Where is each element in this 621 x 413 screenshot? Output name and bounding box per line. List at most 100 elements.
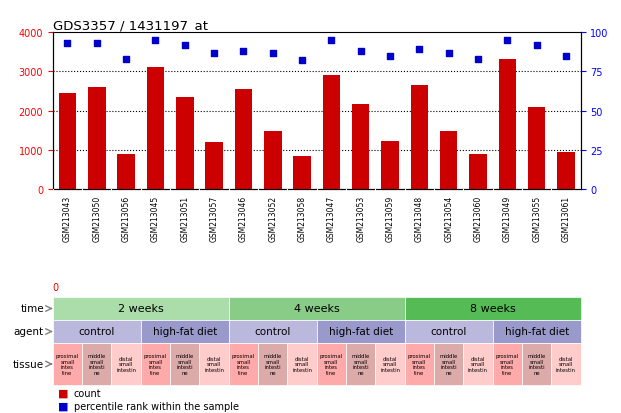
Text: GSM213060: GSM213060 — [473, 195, 483, 241]
Bar — [405, 343, 434, 385]
Bar — [317, 320, 405, 343]
Text: control: control — [79, 327, 115, 337]
Bar — [199, 343, 229, 385]
Text: high-fat diet: high-fat diet — [153, 327, 217, 337]
Text: proximal
small
intes
tine: proximal small intes tine — [408, 353, 431, 375]
Text: GSM213048: GSM213048 — [415, 195, 424, 241]
Bar — [288, 343, 317, 385]
Bar — [53, 343, 82, 385]
Bar — [111, 343, 141, 385]
Point — [502, 38, 512, 44]
Bar — [147, 68, 164, 190]
Text: distal
small
intestin: distal small intestin — [292, 356, 312, 373]
Bar — [557, 152, 575, 190]
Bar — [206, 142, 223, 190]
Bar — [375, 343, 405, 385]
Point — [238, 48, 248, 55]
Bar — [293, 156, 311, 190]
Bar — [522, 343, 551, 385]
Point — [92, 41, 102, 47]
Text: GSM213054: GSM213054 — [444, 195, 453, 241]
Text: proximal
small
intes
tine: proximal small intes tine — [144, 353, 167, 375]
Point — [473, 56, 483, 63]
Bar — [322, 76, 340, 190]
Bar — [229, 343, 258, 385]
Point — [209, 50, 219, 57]
Point — [532, 42, 542, 49]
Text: percentile rank within the sample: percentile rank within the sample — [74, 401, 239, 411]
Text: 0: 0 — [53, 282, 59, 292]
Text: proximal
small
intes
tine: proximal small intes tine — [320, 353, 343, 375]
Text: GSM213043: GSM213043 — [63, 195, 72, 241]
Bar — [141, 343, 170, 385]
Text: GSM213059: GSM213059 — [386, 195, 394, 241]
Bar — [434, 343, 463, 385]
Text: time: time — [20, 304, 44, 314]
Bar — [469, 154, 487, 190]
Bar — [440, 132, 458, 190]
Text: tissue: tissue — [13, 359, 44, 369]
Text: high-fat diet: high-fat diet — [329, 327, 393, 337]
Text: ■: ■ — [58, 401, 68, 411]
Point — [356, 48, 366, 55]
Text: ■: ■ — [58, 388, 68, 398]
Text: middle
small
intesti
ne: middle small intesti ne — [440, 353, 458, 375]
Text: distal
small
intestin: distal small intestin — [116, 356, 136, 373]
Point — [63, 41, 73, 47]
Text: 8 weeks: 8 weeks — [469, 304, 515, 314]
Text: GSM213050: GSM213050 — [93, 195, 101, 241]
Text: GSM213057: GSM213057 — [209, 195, 219, 241]
Text: high-fat diet: high-fat diet — [504, 327, 569, 337]
Text: GSM213055: GSM213055 — [532, 195, 541, 241]
Bar — [176, 97, 194, 190]
Bar — [463, 343, 492, 385]
Point — [297, 58, 307, 64]
Bar — [141, 320, 229, 343]
Text: proximal
small
intes
tine: proximal small intes tine — [232, 353, 255, 375]
Text: GSM213056: GSM213056 — [122, 195, 130, 241]
Text: control: control — [430, 327, 467, 337]
Bar — [405, 297, 581, 320]
Text: 2 weeks: 2 weeks — [118, 304, 164, 314]
Bar — [528, 108, 545, 190]
Text: middle
small
intesti
ne: middle small intesti ne — [351, 353, 370, 375]
Text: count: count — [74, 388, 101, 398]
Bar — [53, 297, 229, 320]
Bar — [53, 320, 141, 343]
Point — [121, 56, 131, 63]
Text: distal
small
intestin: distal small intestin — [556, 356, 576, 373]
Bar — [264, 132, 281, 190]
Bar — [381, 142, 399, 190]
Bar — [499, 59, 516, 190]
Point — [561, 53, 571, 60]
Point — [327, 38, 337, 44]
Text: distal
small
intestin: distal small intestin — [204, 356, 224, 373]
Bar — [346, 343, 375, 385]
Text: GSM213061: GSM213061 — [561, 195, 571, 241]
Text: GSM213052: GSM213052 — [268, 195, 277, 241]
Text: middle
small
intesti
ne: middle small intesti ne — [263, 353, 282, 375]
Bar — [170, 343, 199, 385]
Text: agent: agent — [14, 327, 44, 337]
Bar — [229, 320, 317, 343]
Text: 4 weeks: 4 weeks — [294, 304, 340, 314]
Bar — [117, 154, 135, 190]
Text: GSM213058: GSM213058 — [297, 195, 307, 241]
Bar — [235, 90, 252, 190]
Bar — [58, 94, 76, 190]
Text: middle
small
intesti
ne: middle small intesti ne — [527, 353, 546, 375]
Text: GDS3357 / 1431197_at: GDS3357 / 1431197_at — [53, 19, 208, 32]
Text: GSM213053: GSM213053 — [356, 195, 365, 241]
Bar — [229, 297, 405, 320]
Bar — [317, 343, 346, 385]
Point — [180, 42, 190, 49]
Text: GSM213047: GSM213047 — [327, 195, 336, 241]
Text: middle
small
intesti
ne: middle small intesti ne — [176, 353, 194, 375]
Bar — [258, 343, 288, 385]
Bar — [410, 86, 428, 190]
Text: middle
small
intesti
ne: middle small intesti ne — [88, 353, 106, 375]
Text: GSM213046: GSM213046 — [239, 195, 248, 241]
Text: GSM213051: GSM213051 — [180, 195, 189, 241]
Bar — [551, 343, 581, 385]
Bar — [352, 104, 369, 190]
